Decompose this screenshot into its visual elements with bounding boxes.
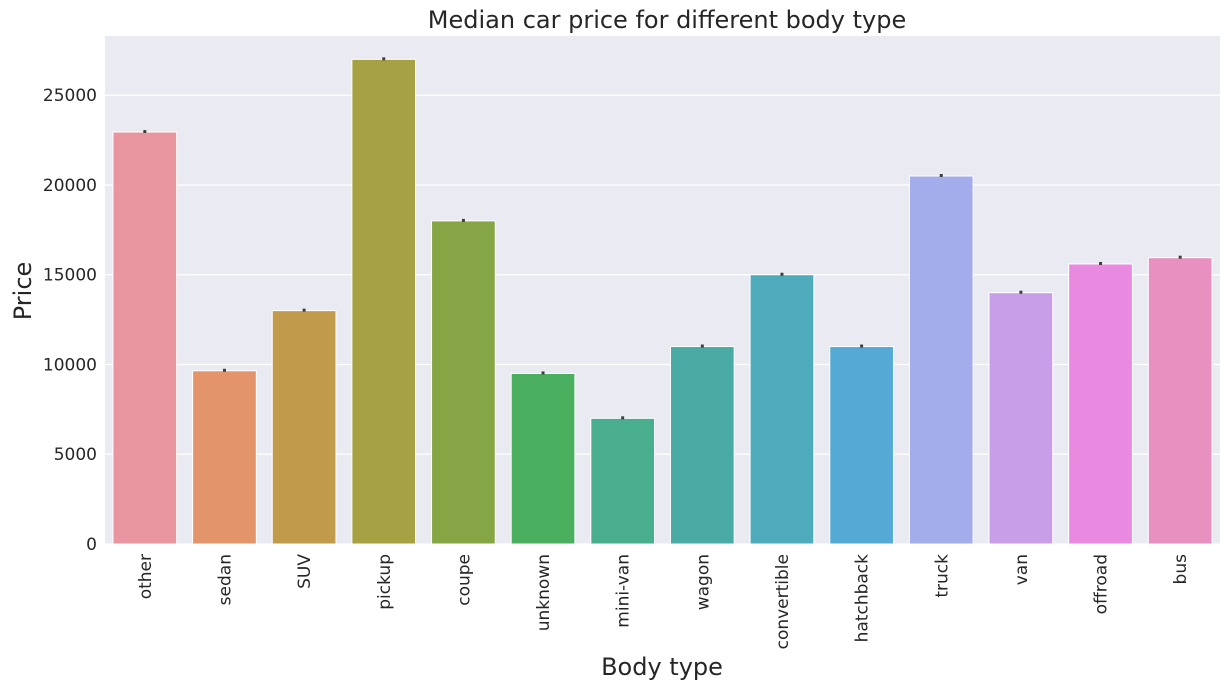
x-tick-label: unknown [534, 554, 554, 631]
x-tick-label: bus [1171, 554, 1191, 585]
x-tick-label: other [136, 554, 156, 599]
x-tick-label: truck [932, 554, 952, 598]
bar-wagon [669, 346, 735, 545]
chart-title: Median car price for different body type [428, 6, 906, 34]
x-tick-label: offroad [1092, 554, 1112, 614]
x-tick-label: coupe [454, 554, 474, 606]
y-tick-label: 0 [86, 535, 97, 555]
bar-unknown [510, 372, 576, 545]
bar-coupe [431, 220, 496, 545]
x-axis-label: Body type [601, 653, 723, 681]
y-axis-label: Price [9, 262, 37, 321]
y-tick-label: 15000 [43, 266, 97, 286]
x-tick-label: wagon [693, 554, 713, 610]
x-tick-label: mini-van [614, 554, 634, 628]
bar-bus [1147, 257, 1213, 545]
bar-other [112, 131, 178, 545]
bar-mini-van [590, 417, 656, 545]
bars [112, 57, 1213, 545]
x-tick-label: pickup [375, 554, 395, 610]
x-tick-label: SUV [295, 554, 315, 589]
x-tick-label: convertible [773, 554, 793, 649]
y-tick-label: 10000 [43, 355, 97, 375]
bar-sedan [192, 370, 257, 545]
x-tick-label: van [1012, 554, 1032, 585]
x-tick-label: sedan [215, 554, 235, 605]
y-tick-label: 5000 [54, 445, 97, 465]
bar-hatchback [829, 346, 894, 545]
bar-truck [908, 175, 974, 545]
bar-suv [271, 310, 337, 545]
x-tick-label: hatchback [853, 554, 873, 643]
bar-van [988, 292, 1054, 545]
y-tick-label: 25000 [43, 86, 97, 106]
x-tick-labels: other sedan SUV pickup coupe unknown mini-van w… [136, 554, 1191, 650]
bar-offroad [1068, 263, 1133, 545]
bar-pickup [351, 58, 417, 545]
y-tick-label: 20000 [43, 176, 97, 196]
y-tick-labels: 0 5000 10000 15000 20000 25000 [43, 86, 97, 555]
bar-convertible [749, 274, 815, 545]
